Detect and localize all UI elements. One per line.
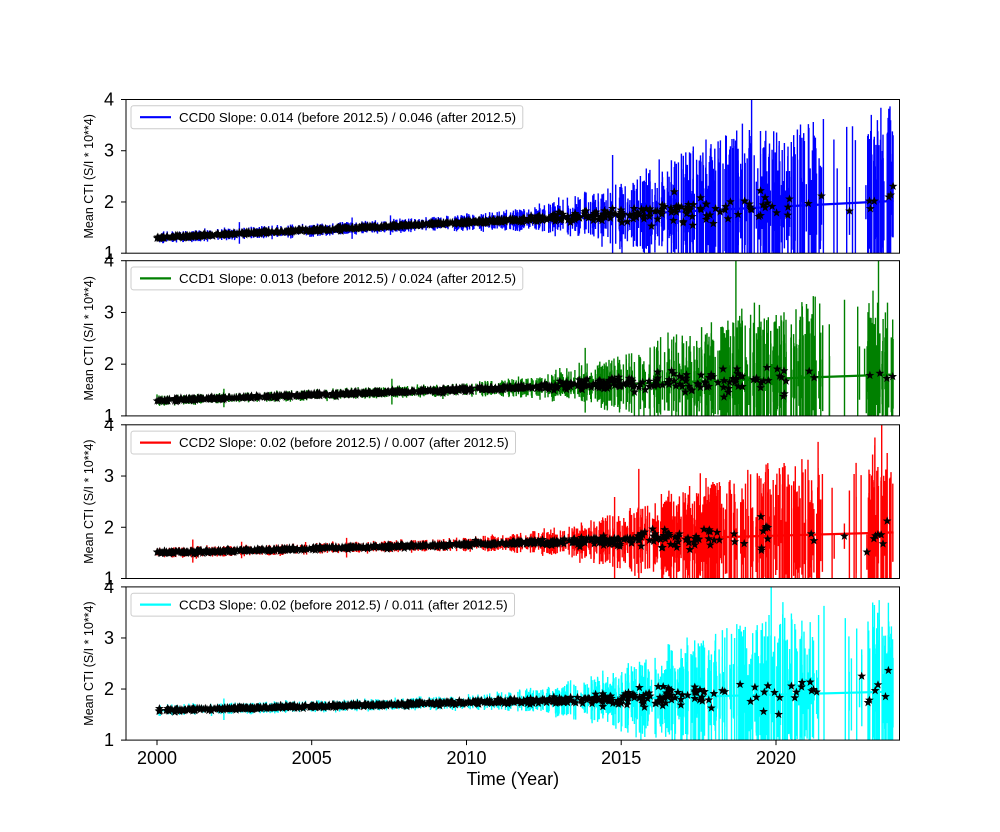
svg-text:3: 3 [104,141,114,161]
svg-text:3: 3 [104,628,114,648]
svg-text:4: 4 [104,577,114,597]
svg-text:Mean CTI (S/I * 10**4): Mean CTI (S/I * 10**4) [82,276,96,400]
svg-text:2000: 2000 [137,748,177,768]
svg-text:2: 2 [104,354,114,374]
svg-text:4: 4 [104,90,114,110]
svg-text:2: 2 [104,192,114,212]
svg-text:2010: 2010 [446,748,486,768]
svg-text:2020: 2020 [756,748,796,768]
svg-text:Mean CTI (S/I * 10**4): Mean CTI (S/I * 10**4) [82,601,96,725]
svg-text:2: 2 [104,679,114,699]
svg-text:3: 3 [104,302,114,322]
svg-text:2: 2 [104,517,114,537]
svg-text:2005: 2005 [292,748,332,768]
svg-text:CCD0 Slope: 0.014 (before 2012: CCD0 Slope: 0.014 (before 2012.5) / 0.04… [179,110,516,125]
svg-text:Mean CTI (S/I * 10**4): Mean CTI (S/I * 10**4) [82,114,96,238]
svg-text:3: 3 [104,466,114,486]
svg-text:4: 4 [104,251,114,271]
svg-text:4: 4 [104,415,114,435]
svg-text:Mean CTI (S/I * 10**4): Mean CTI (S/I * 10**4) [82,439,96,563]
svg-text:1: 1 [104,730,114,750]
svg-text:CCD3 Slope: 0.02 (before 2012.: CCD3 Slope: 0.02 (before 2012.5) / 0.011… [179,597,508,612]
svg-text:2015: 2015 [601,748,641,768]
svg-text:CCD1 Slope: 0.013 (before 2012: CCD1 Slope: 0.013 (before 2012.5) / 0.02… [179,271,516,286]
svg-text:Time (Year): Time (Year) [466,769,559,789]
svg-text:CCD2 Slope: 0.02 (before 2012.: CCD2 Slope: 0.02 (before 2012.5) / 0.007… [179,435,509,450]
